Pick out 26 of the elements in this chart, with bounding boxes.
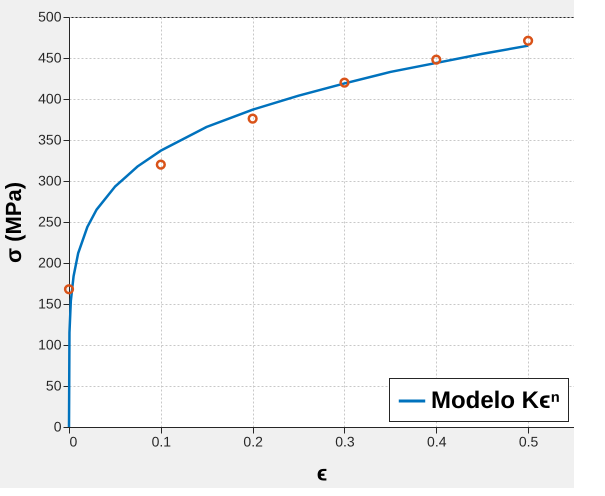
legend-label: Modelo Kϵⁿ <box>431 387 560 414</box>
y-tick-label: 500 <box>38 8 62 24</box>
point <box>248 114 258 124</box>
x-tick-label: 0.1 <box>152 434 172 450</box>
y-tick-label: 300 <box>38 172 62 188</box>
y-tick-label: 50 <box>46 378 62 394</box>
point <box>522 36 534 46</box>
x-tick-label: 0.2 <box>243 434 264 450</box>
point <box>339 77 350 88</box>
y-tick-label: 350 <box>38 132 62 148</box>
point <box>431 54 442 65</box>
x-tick-label: 0.3 <box>335 434 355 450</box>
y-tick-label: 400 <box>38 90 62 106</box>
y-tick-label: 150 <box>38 296 62 312</box>
x-axis-title: ϵ <box>316 460 328 486</box>
x-tick-label: 0.5 <box>518 434 539 450</box>
y-tick-label: 200 <box>38 254 62 270</box>
y-tick-label: 450 <box>38 50 62 66</box>
y-tick-label: 0 <box>54 418 62 434</box>
y-tick-label: 100 <box>38 336 62 352</box>
y-axis-title: σ (MPa) <box>1 182 26 264</box>
point <box>156 159 166 170</box>
point <box>64 284 74 294</box>
x-tick-label: 0.4 <box>427 434 447 450</box>
y-tick-label: 250 <box>38 214 62 230</box>
x-tick-label: 0 <box>70 434 78 450</box>
